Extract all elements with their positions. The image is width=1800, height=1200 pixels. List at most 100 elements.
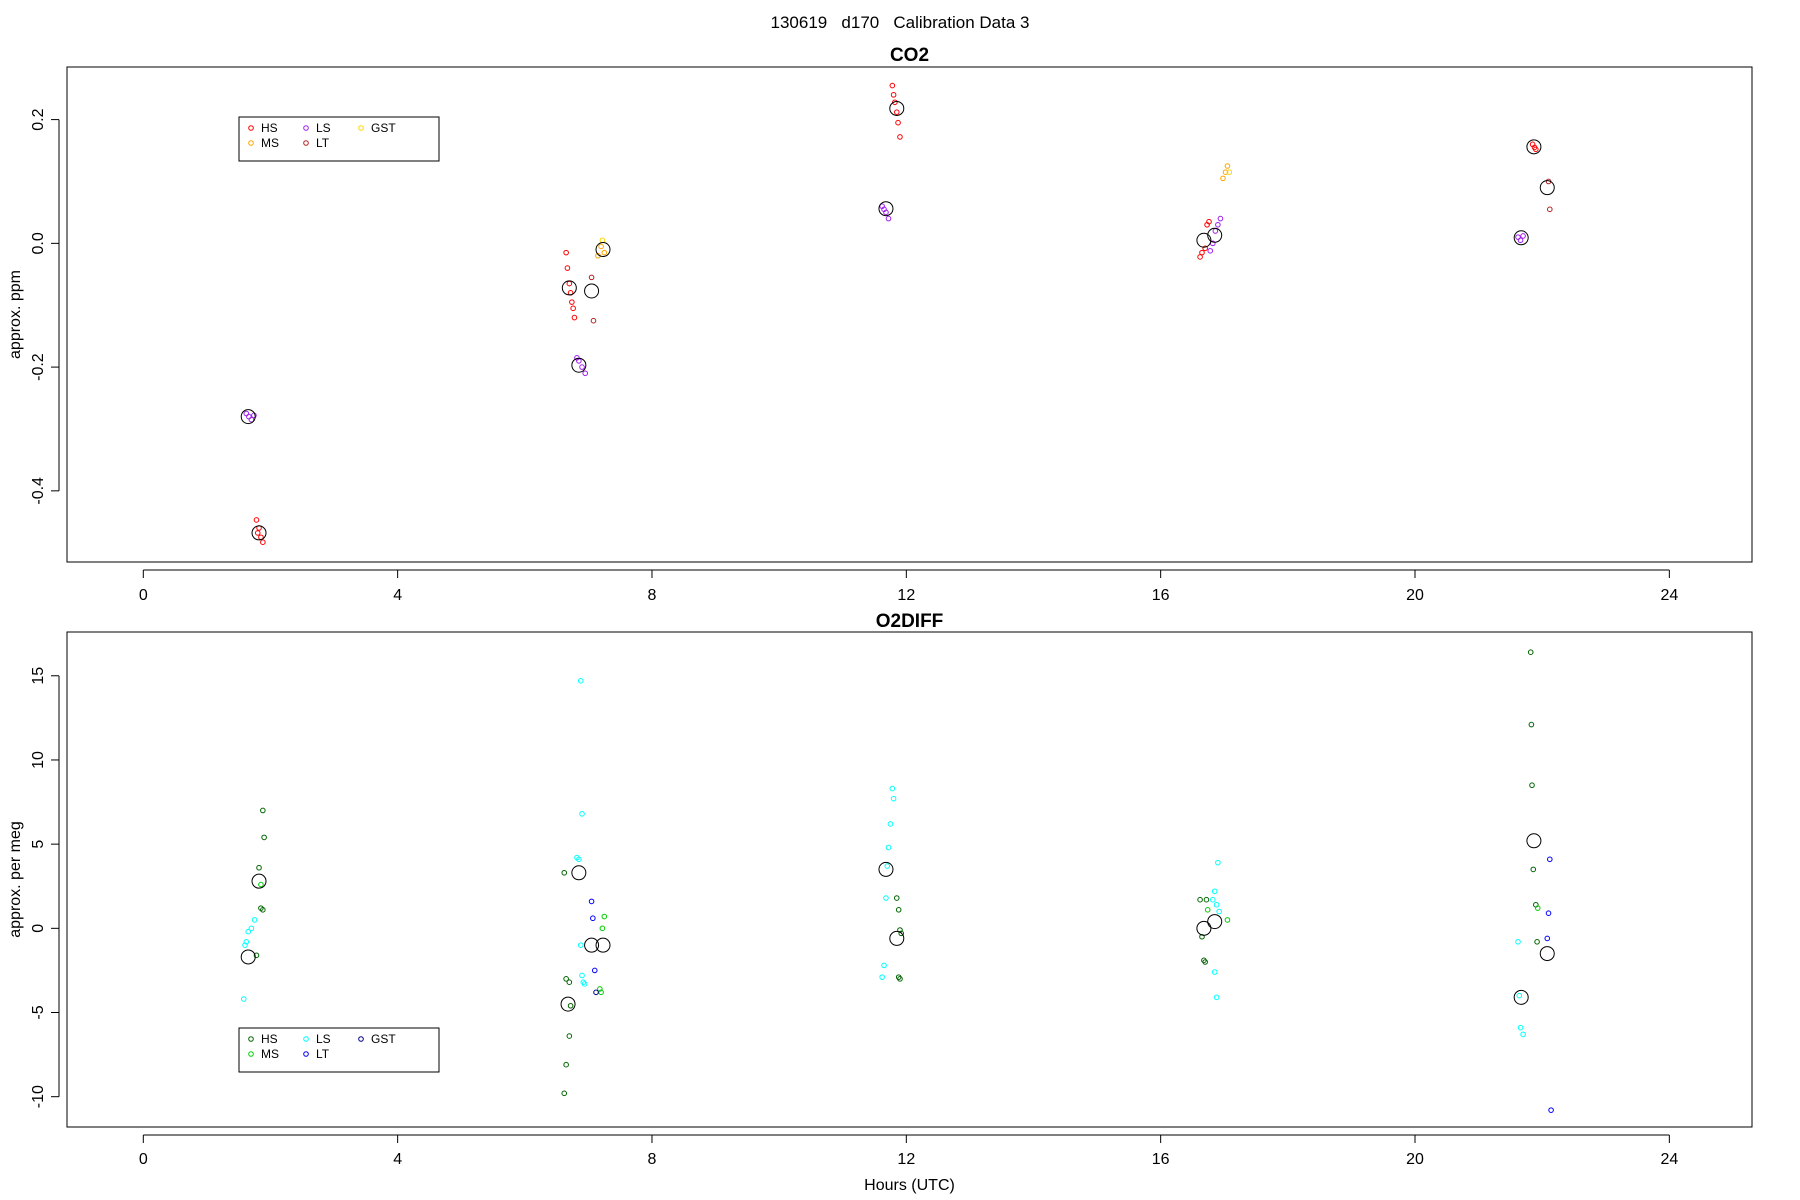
chart0-point-ms [598, 243, 604, 250]
chart0-x-tick-label: 24 [1660, 587, 1678, 604]
chart1-legend-box [238, 1027, 440, 1073]
chart1-point-hs [1528, 721, 1535, 728]
chart1-point-hs [893, 895, 900, 901]
chart1-point-ls [1213, 901, 1220, 908]
chart1-point-hs [1534, 938, 1540, 945]
chart1-point-ls [1213, 994, 1220, 1001]
chart0-mean-point [1513, 230, 1529, 246]
chart1-point-lt [590, 915, 596, 922]
chart1-legend-marker [248, 1036, 254, 1042]
chart1-mean-point [1513, 989, 1529, 1005]
chart1-point-ls [884, 863, 891, 869]
chart1-point-ls [577, 942, 584, 948]
chart1-y-tick-label: 0 [30, 924, 47, 933]
chart1-point-lt [1548, 1107, 1554, 1113]
chart0-point-hs [260, 539, 266, 546]
chart1-point-ls [245, 928, 252, 935]
chart1-point-ls [1210, 896, 1216, 903]
chart1-point-hs [256, 864, 262, 871]
chart1-point-hs [260, 807, 266, 814]
chart1-point-hs [898, 930, 905, 937]
chart0-point-lt [588, 274, 595, 281]
chart1-point-ms [1224, 917, 1231, 923]
chart1-point-hs [1199, 933, 1205, 940]
chart1-legend-marker [303, 1036, 309, 1042]
chart0-legend-label: GST [371, 121, 396, 135]
chart0-mean-point [889, 100, 905, 116]
chart0-y-tick-label: -0.4 [30, 477, 47, 505]
chart1-point-ls [242, 942, 248, 948]
chart1-x-axis-label: Hours (UTC) [864, 1177, 955, 1194]
chart0-legend-label: LS [316, 121, 331, 135]
chart0-y-tick-label: 0.2 [30, 108, 47, 130]
chart0-point-ls [1207, 247, 1214, 254]
chart1-point-lt [591, 967, 598, 974]
chart1-legend-label: MS [261, 1047, 279, 1061]
chart1-point-ls [890, 795, 897, 802]
chart0-legend-marker [358, 125, 364, 131]
chart1-point-ls [1517, 1024, 1524, 1031]
chart1-mean-point [584, 937, 600, 953]
chart0-x-tick-label: 12 [897, 587, 915, 604]
chart0-point-ls [1217, 215, 1224, 222]
chart1-point-ms [601, 913, 608, 920]
chart1-point-hs [1529, 782, 1535, 789]
chart0-mean-point [251, 525, 267, 541]
chart0-point-ls [883, 209, 889, 216]
chart0-point-ls [579, 364, 585, 370]
chart1-point-ls [1211, 969, 1218, 975]
chart0-legend-marker [248, 140, 254, 146]
chart0-point-hs [1199, 249, 1205, 256]
chart0-point-ms [1222, 169, 1229, 175]
chart0-legend-box [238, 116, 440, 162]
chart0-legend-marker [303, 140, 309, 146]
chart1-point-ls [1516, 992, 1523, 999]
chart1-point-ls [1215, 859, 1221, 866]
chart1-point-ls [251, 917, 258, 923]
chart0-point-ls [1520, 233, 1526, 239]
chart0-point-hs [1206, 218, 1212, 225]
chart0-legend-label: LT [316, 136, 330, 150]
chart1-legend-label: LT [316, 1047, 330, 1061]
chart0-mean-point [1526, 139, 1542, 155]
chart0-point-hs [253, 517, 260, 523]
chart0-legend-marker [303, 125, 309, 131]
chart0-point-ls [582, 370, 589, 377]
chart1-y-tick-label: -10 [30, 1085, 47, 1108]
chart1-point-hs [567, 1002, 574, 1009]
chart0-point-lt [1547, 206, 1553, 213]
chart1-legend-label: HS [261, 1032, 278, 1046]
chart0-point-hs [563, 249, 569, 256]
chart0-point-ls [1517, 237, 1524, 244]
chart1-point-ls [1211, 888, 1218, 895]
chart0-point-hs [889, 82, 896, 89]
chart1-point-ls [579, 811, 585, 817]
chart0-y-axis-label: approx. ppm [7, 270, 24, 359]
chart1-point-hs [566, 979, 573, 986]
chart0-mean-point [561, 280, 577, 296]
chart1-point-hs [1527, 649, 1534, 656]
chart1-point-lt [588, 898, 595, 905]
chart1-point-hs [1202, 959, 1208, 965]
chart1-x-tick-label: 20 [1406, 1151, 1424, 1168]
chart1-point-hs [1530, 866, 1537, 873]
chart0-legend-label: MS [261, 136, 279, 150]
chart1-x-tick-label: 4 [393, 1151, 402, 1168]
chart0-legend-marker [248, 125, 254, 131]
chart1-mean-point [878, 861, 894, 877]
chart1-point-ls [883, 895, 889, 901]
chart1-legend-marker [248, 1051, 254, 1057]
chart1-point-lt [1547, 856, 1553, 863]
chart1-legend-label: LS [316, 1032, 331, 1046]
chart0-point-ls [1215, 221, 1221, 228]
chart0-point-hs [897, 134, 903, 140]
chart1-x-tick-label: 16 [1152, 1151, 1170, 1168]
chart0-point-hs [566, 280, 573, 287]
chart0-x-tick-label: 20 [1406, 587, 1424, 604]
chart1-point-ls [1216, 908, 1222, 915]
chart0-mean-point [1196, 232, 1212, 248]
chart0-point-ls [243, 410, 250, 417]
